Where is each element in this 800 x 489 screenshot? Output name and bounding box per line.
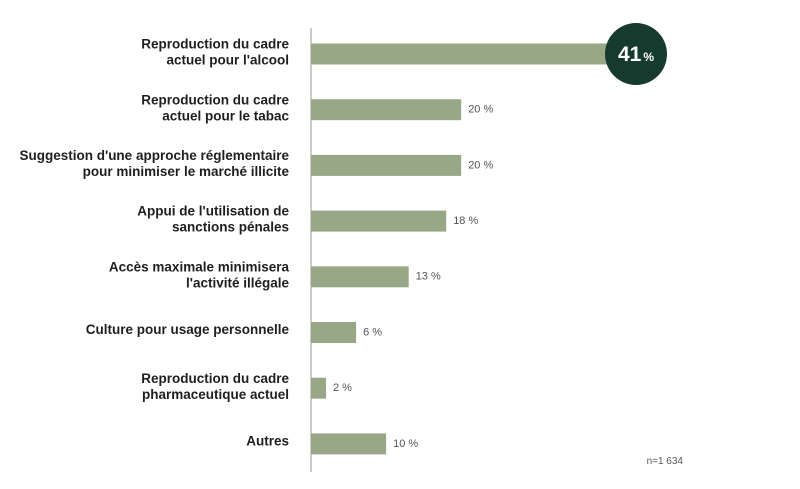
- bars-layer: Reproduction du cadre actuel pour l'alcoo…: [19, 23, 667, 455]
- category-label-line: pharmaceutique actuel: [142, 387, 289, 402]
- category-label-line: Reproduction du cadre: [141, 37, 289, 52]
- category-label: Culture pour usage personnelle: [86, 322, 290, 337]
- bar: [311, 266, 409, 288]
- category-label: Autres: [246, 433, 289, 448]
- category-label-line: Appui de l'utilisation de: [137, 204, 289, 219]
- bar: [311, 210, 447, 232]
- category-label: Accès maximale minimisera l'activité illé…: [109, 259, 290, 290]
- value-label: 10 %: [393, 438, 418, 450]
- highlight-value-label: 41%: [618, 43, 654, 66]
- value-label: 18 %: [453, 215, 478, 227]
- bar: [311, 322, 357, 343]
- category-label-line: Reproduction du cadre: [141, 92, 289, 107]
- bar: [311, 377, 326, 399]
- value-label: 6 %: [363, 326, 382, 338]
- value-label: 20 %: [468, 104, 493, 116]
- category-label-line: Autres: [246, 433, 289, 448]
- category-label-line: Reproduction du cadre: [141, 371, 289, 386]
- category-label-line: pour minimiser le marché illicite: [83, 164, 290, 179]
- bar: [311, 154, 462, 176]
- bar: [311, 99, 462, 121]
- value-label: 13 %: [416, 271, 441, 283]
- category-label-line: Accès maximale minimisera: [109, 259, 290, 274]
- category-label: Suggestion d'une approche réglementaire p…: [19, 148, 289, 179]
- category-label-line: actuel pour le tabac: [162, 108, 289, 123]
- value-label: 2 %: [333, 382, 352, 394]
- category-label-line: Suggestion d'une approche réglementaire: [19, 148, 289, 163]
- category-label-line: actuel pour l'alcool: [167, 53, 289, 68]
- bar: [311, 433, 387, 455]
- category-label-line: Culture pour usage personnelle: [86, 322, 290, 337]
- value-label: 20 %: [468, 159, 493, 171]
- category-label-line: l'activité illégale: [186, 275, 290, 290]
- category-label: Reproduction du cadre pharmaceutique actu…: [141, 371, 289, 402]
- category-label-line: sanctions pénales: [172, 220, 289, 235]
- category-label: Appui de l'utilisation de sanctions pénal…: [137, 204, 289, 235]
- highlight-circle: [605, 23, 667, 85]
- category-label: Reproduction du cadre actuel pour l'alcoo…: [141, 37, 289, 68]
- category-label: Reproduction du cadre actuel pour le taba…: [141, 92, 289, 123]
- sample-size-note: n=1 634: [647, 456, 684, 467]
- bar: [311, 43, 619, 65]
